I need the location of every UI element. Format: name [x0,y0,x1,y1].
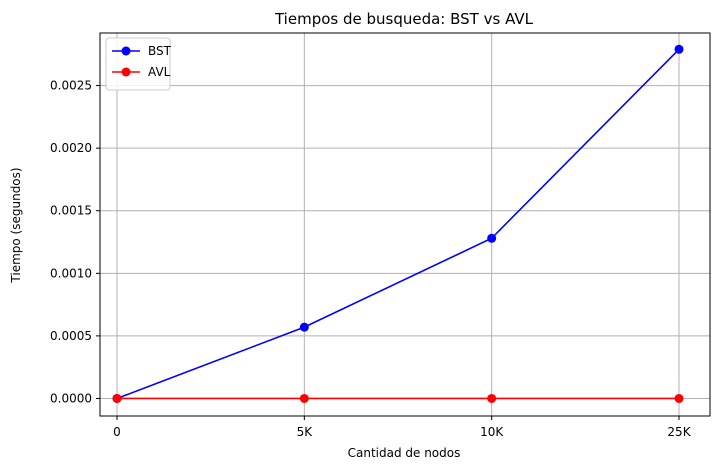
legend-marker-avl [121,67,131,77]
x-axis-label: Cantidad de nodos [348,446,461,460]
data-point-avl [674,393,684,403]
y-tick-label: 0.0000 [50,391,92,405]
data-point-bst [487,233,497,243]
y-axis: 0.0000 0.0005 0.0010 0.0015 0.0020 0.0025 [50,79,100,405]
series-line-bst [116,48,680,400]
y-tick-label: 0.0005 [50,329,92,343]
legend: BST AVL [105,37,172,91]
legend-label-bst: BST [148,44,172,58]
y-tick-label: 0.0025 [50,79,92,93]
data-point-bst [674,44,684,54]
legend-label-avl: AVL [148,65,171,79]
chart-title: Tiempos de busqueda: BST vs AVL [274,10,534,28]
x-tick-label: 0 [113,425,121,439]
y-tick-label: 0.0015 [50,204,92,218]
plot-frame [99,32,711,417]
x-tick-label: 25K [667,425,691,439]
y-axis-label: Tiempo (segundos) [9,167,23,283]
x-axis: 0 5K 10K 25K [113,416,692,439]
data-point-bst [299,322,309,332]
data-point-avl [299,393,309,403]
data-point-avl [487,393,497,403]
legend-marker-bst [121,46,131,56]
series-group [112,44,684,403]
grid [100,33,710,416]
x-tick-label: 10K [480,425,504,439]
data-point-avl [112,393,122,403]
y-tick-label: 0.0020 [50,141,92,155]
y-tick-label: 0.0010 [50,266,92,280]
x-tick-label: 5K [297,425,314,439]
